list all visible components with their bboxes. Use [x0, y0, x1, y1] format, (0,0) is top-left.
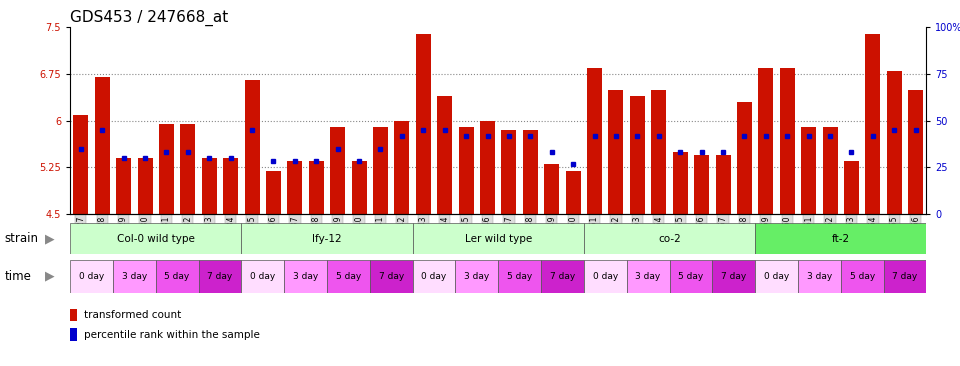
Text: 0 day: 0 day	[764, 272, 789, 281]
Bar	[95, 77, 109, 214]
Text: Ler wild type: Ler wild type	[465, 234, 532, 244]
Bar	[137, 158, 153, 214]
Bar	[756, 223, 926, 254]
Bar	[712, 260, 756, 293]
Text: 7 day: 7 day	[550, 272, 575, 281]
Bar	[758, 68, 774, 214]
Bar	[284, 260, 327, 293]
Bar	[70, 223, 241, 254]
Bar	[908, 90, 924, 214]
Bar	[498, 260, 541, 293]
Bar	[459, 127, 473, 214]
Bar	[395, 121, 409, 214]
Bar	[266, 171, 281, 214]
Bar	[737, 102, 752, 214]
Text: 5 day: 5 day	[507, 272, 532, 281]
Bar	[370, 260, 413, 293]
Text: ft-2: ft-2	[831, 234, 850, 244]
Bar	[241, 260, 284, 293]
Bar	[413, 260, 455, 293]
Text: 0 day: 0 day	[79, 272, 104, 281]
Bar	[630, 96, 645, 214]
Text: 5 day: 5 day	[336, 272, 361, 281]
Bar	[694, 155, 709, 214]
Bar	[480, 121, 495, 214]
Bar	[780, 68, 795, 214]
Text: 5 day: 5 day	[164, 272, 190, 281]
Bar	[223, 158, 238, 214]
Bar	[351, 161, 367, 214]
Text: 3 day: 3 day	[122, 272, 147, 281]
Bar	[70, 328, 78, 341]
Bar	[245, 80, 259, 214]
Bar	[523, 130, 538, 214]
Text: lfy-12: lfy-12	[312, 234, 342, 244]
Bar	[584, 260, 627, 293]
Bar	[437, 96, 452, 214]
Bar	[609, 90, 623, 214]
Text: strain: strain	[5, 232, 38, 245]
Bar	[287, 161, 302, 214]
Bar	[887, 71, 901, 214]
Text: ▶: ▶	[45, 232, 55, 245]
Bar	[330, 127, 346, 214]
Text: GDS453 / 247668_at: GDS453 / 247668_at	[70, 10, 228, 26]
Text: 5 day: 5 day	[850, 272, 875, 281]
Bar	[841, 260, 883, 293]
Bar	[802, 127, 816, 214]
Bar	[241, 223, 413, 254]
Text: percentile rank within the sample: percentile rank within the sample	[84, 329, 259, 340]
Bar	[844, 161, 859, 214]
Bar	[373, 127, 388, 214]
Bar	[673, 152, 687, 214]
Bar	[413, 223, 584, 254]
Text: 3 day: 3 day	[293, 272, 318, 281]
Bar	[865, 34, 880, 214]
Bar	[416, 34, 431, 214]
Bar	[651, 90, 666, 214]
Bar	[309, 161, 324, 214]
Bar	[588, 68, 602, 214]
Bar	[455, 260, 498, 293]
Bar	[565, 171, 581, 214]
Text: Col-0 wild type: Col-0 wild type	[117, 234, 195, 244]
Bar	[627, 260, 669, 293]
Text: 0 day: 0 day	[592, 272, 618, 281]
Bar	[715, 155, 731, 214]
Text: 7 day: 7 day	[721, 272, 746, 281]
Text: ▶: ▶	[45, 270, 55, 283]
Bar	[823, 127, 837, 214]
Text: 0 day: 0 day	[421, 272, 446, 281]
Text: 7 day: 7 day	[893, 272, 918, 281]
Text: 3 day: 3 day	[465, 272, 490, 281]
Text: 3 day: 3 day	[636, 272, 660, 281]
Bar	[70, 260, 113, 293]
Bar	[584, 223, 756, 254]
Text: transformed count: transformed count	[84, 310, 180, 320]
Bar	[544, 164, 560, 214]
Bar	[180, 124, 195, 214]
Bar	[798, 260, 841, 293]
Bar	[501, 130, 516, 214]
Text: 3 day: 3 day	[806, 272, 832, 281]
Bar	[156, 260, 199, 293]
Bar	[669, 260, 712, 293]
Bar	[202, 158, 217, 214]
Bar	[883, 260, 926, 293]
Text: 0 day: 0 day	[251, 272, 276, 281]
Text: 7 day: 7 day	[378, 272, 404, 281]
Bar	[159, 124, 174, 214]
Text: co-2: co-2	[659, 234, 681, 244]
Bar	[73, 115, 88, 214]
Text: 5 day: 5 day	[679, 272, 704, 281]
Bar	[199, 260, 241, 293]
Bar	[756, 260, 798, 293]
Text: time: time	[5, 270, 32, 283]
Bar	[327, 260, 370, 293]
Bar	[116, 158, 132, 214]
Text: 7 day: 7 day	[207, 272, 232, 281]
Bar	[113, 260, 156, 293]
Bar	[541, 260, 584, 293]
Bar	[70, 309, 78, 321]
